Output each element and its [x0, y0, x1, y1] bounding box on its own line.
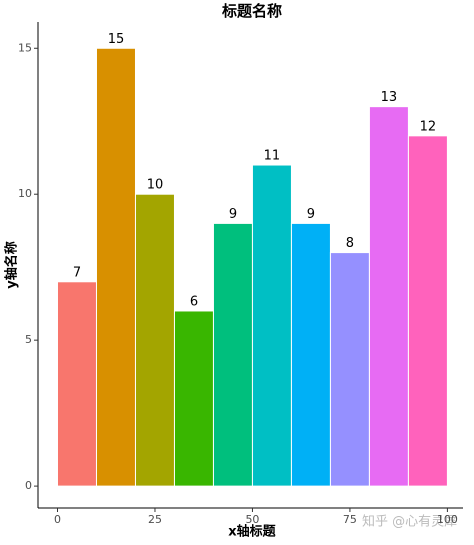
- value-label: 11: [264, 149, 281, 164]
- x-tick-label: 0: [54, 513, 61, 526]
- bar: [407, 135, 448, 487]
- value-label: 6: [190, 294, 198, 309]
- value-label: 10: [147, 178, 164, 193]
- bar: [173, 310, 214, 487]
- value-label: 13: [381, 90, 398, 105]
- y-axis-label: y轴名称: [4, 241, 20, 288]
- y-tick-label: 15: [18, 41, 32, 54]
- y-tick-label: 0: [25, 479, 32, 492]
- x-tick-label: 100: [437, 513, 458, 526]
- bar: [251, 164, 292, 487]
- value-label: 15: [108, 32, 125, 47]
- chart-title: 标题名称: [221, 2, 282, 20]
- bar: [95, 47, 136, 487]
- bar: [329, 252, 370, 487]
- y-tick-label: 5: [25, 333, 32, 346]
- bar: [368, 106, 409, 487]
- x-tick-label: 75: [343, 513, 357, 526]
- value-label: 12: [420, 119, 437, 134]
- x-tick-label: 50: [245, 513, 259, 526]
- bar: [56, 281, 97, 487]
- value-label: 7: [73, 265, 81, 280]
- value-label: 9: [307, 207, 315, 222]
- watermark: 知乎 @心有灵犀: [362, 514, 457, 530]
- bar: [212, 222, 253, 487]
- value-label: 8: [346, 236, 354, 251]
- x-tick-label: 25: [148, 513, 162, 526]
- bar: [134, 193, 175, 487]
- y-tick-label: 10: [18, 187, 32, 200]
- x-axis-label: x轴标题: [228, 524, 276, 540]
- bar: [290, 222, 331, 487]
- value-label: 9: [229, 207, 237, 222]
